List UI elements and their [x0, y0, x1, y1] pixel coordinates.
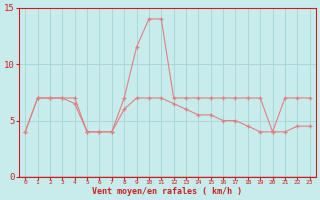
X-axis label: Vent moyen/en rafales ( km/h ): Vent moyen/en rafales ( km/h ): [92, 187, 243, 196]
